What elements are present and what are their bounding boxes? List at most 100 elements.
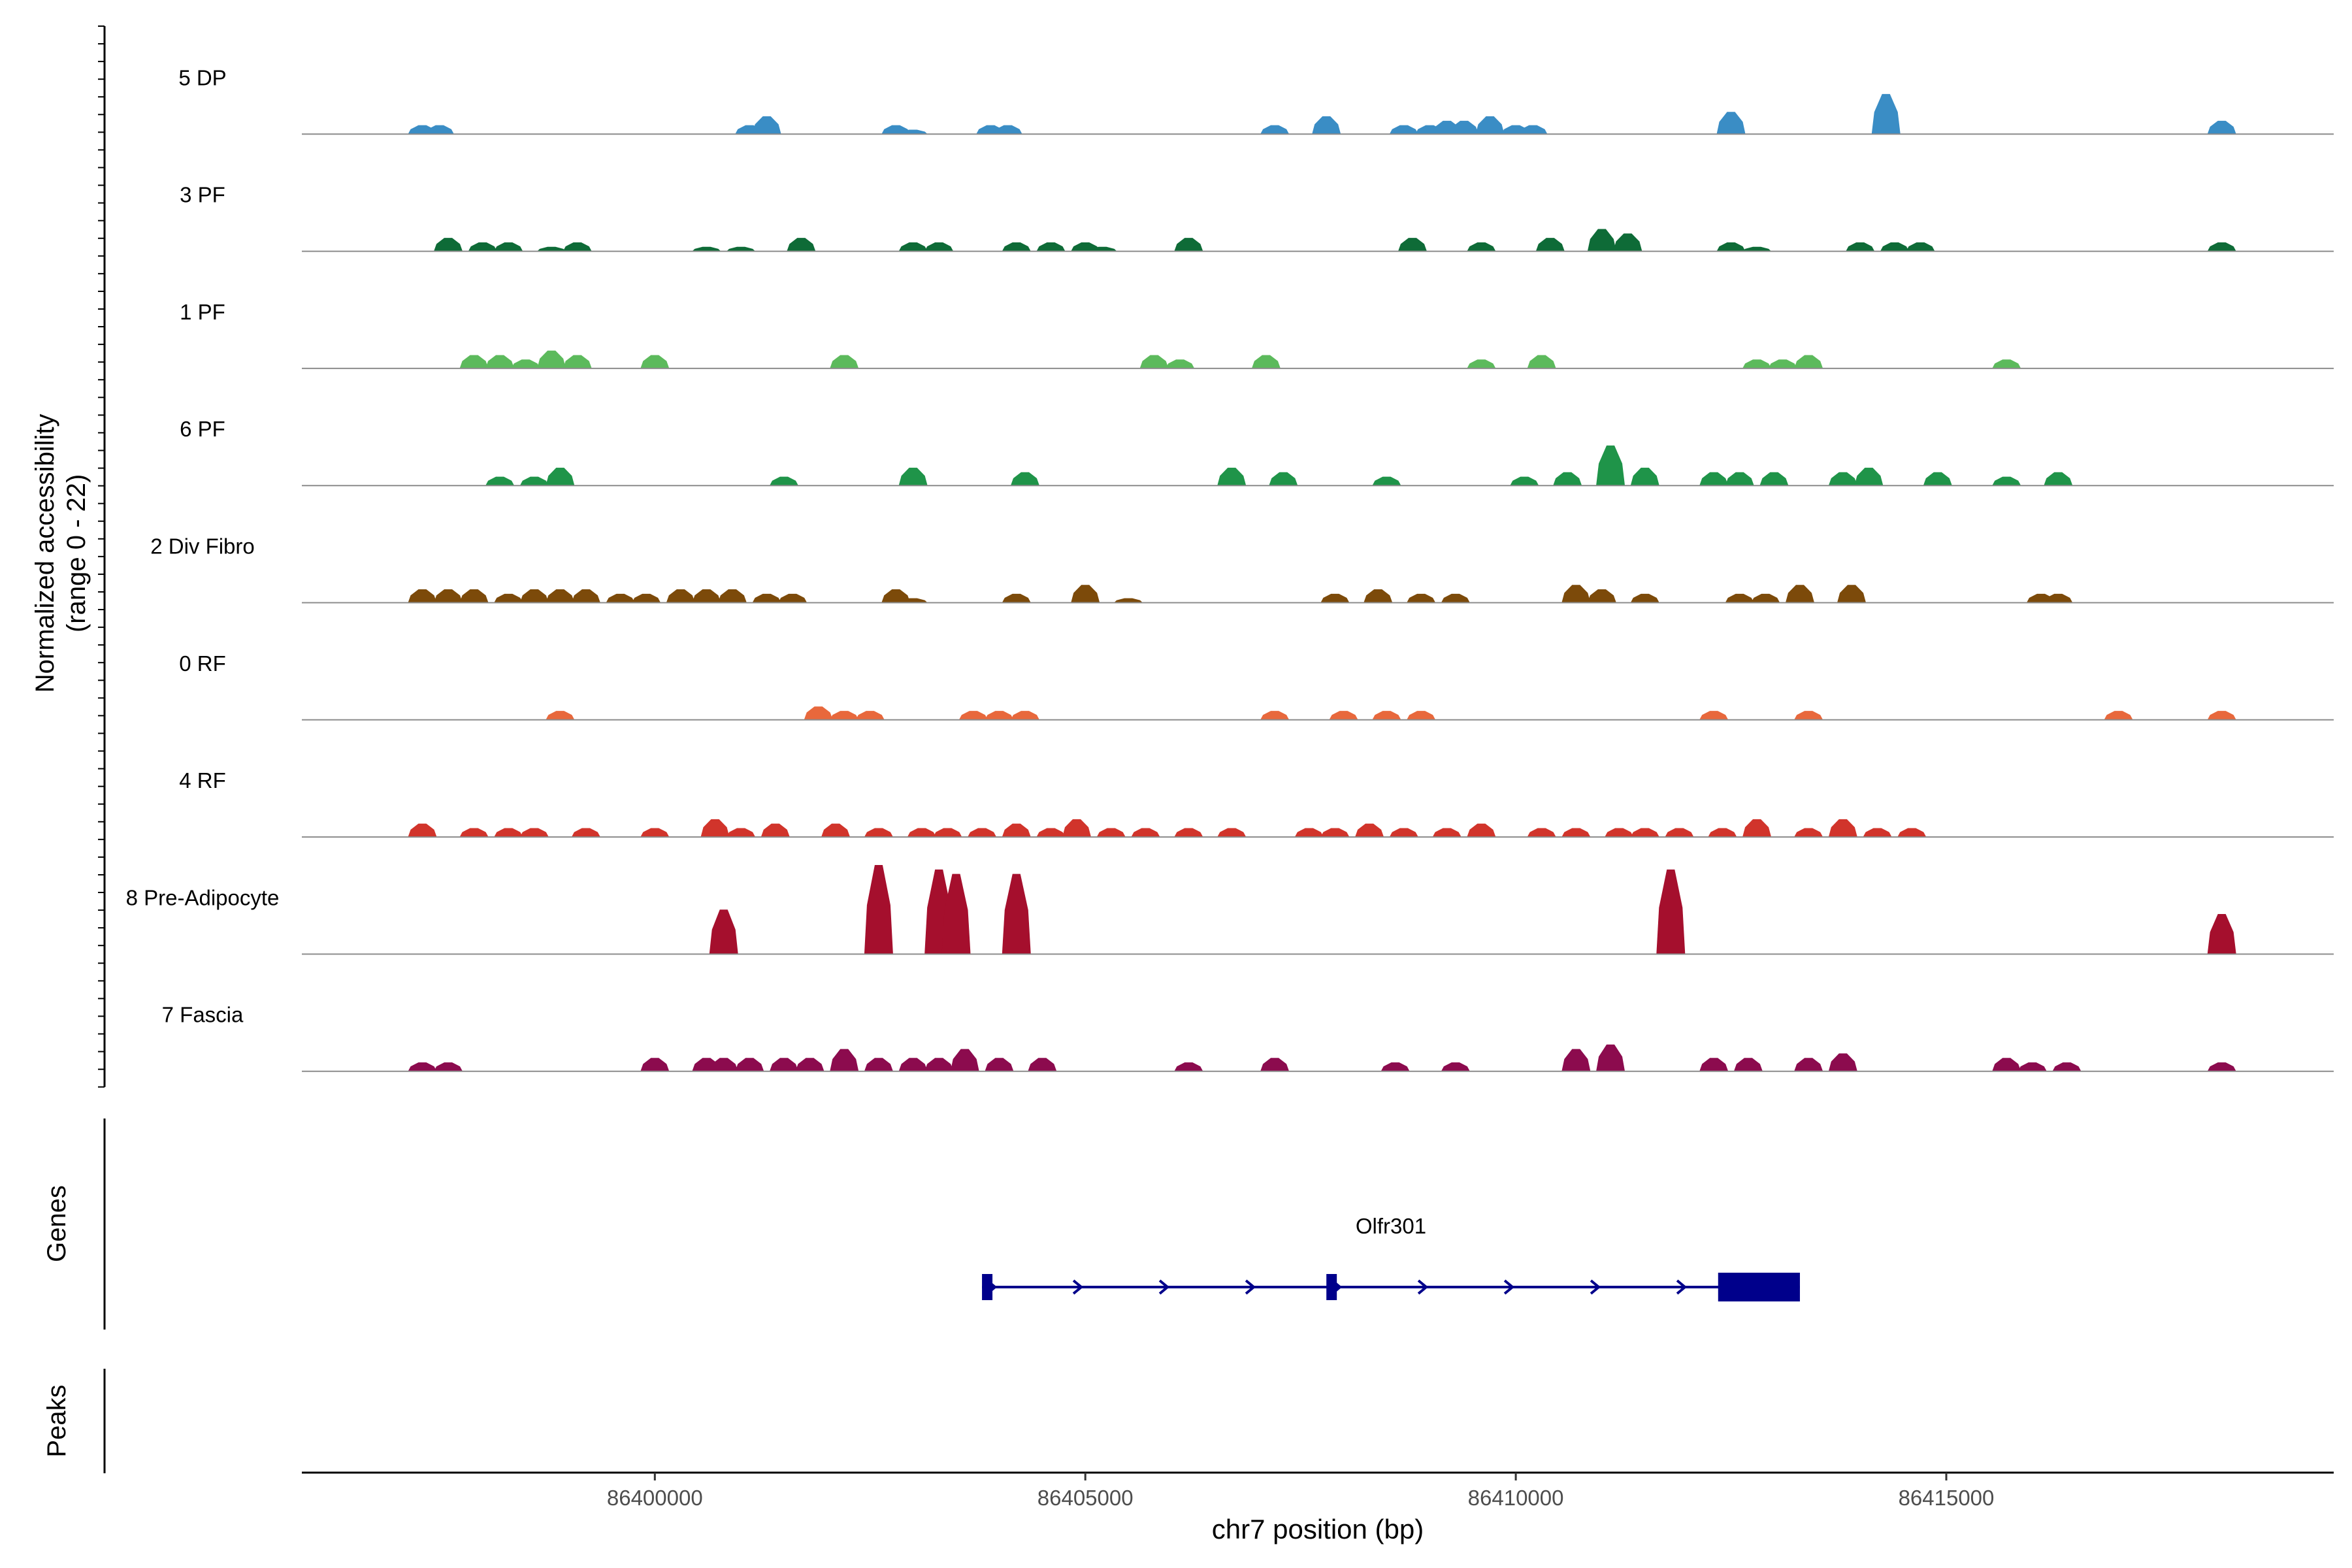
coverage-peak xyxy=(519,589,549,603)
gene-name-label: Olfr301 xyxy=(1356,1214,1426,1238)
coverage-peak xyxy=(898,1058,928,1071)
coverage-peak xyxy=(752,116,781,135)
coverage-peak xyxy=(1794,355,1823,368)
coverage-peak xyxy=(830,711,859,720)
coverage-peak xyxy=(546,467,575,486)
coverage-peak xyxy=(1527,355,1556,368)
coverage-peak xyxy=(2207,242,2236,252)
y-axis-label: Normalized accessibility (range 0 - 22) xyxy=(31,414,91,693)
coverage-peak xyxy=(2207,120,2236,135)
coverage-peak xyxy=(546,711,575,720)
coverage-peak xyxy=(700,819,730,838)
coverage-peak xyxy=(1630,593,1659,603)
coverage-peak xyxy=(1010,711,1039,720)
coverage-peak xyxy=(563,355,592,368)
gene-exon-2 xyxy=(1326,1274,1337,1300)
coverage-peak xyxy=(1665,828,1694,838)
coverage-peak xyxy=(1114,598,1143,603)
coverage-peak xyxy=(898,598,928,603)
track-label-8-pre-adipocyte: 8 Pre-Adipocyte xyxy=(126,885,280,909)
coverage-peak xyxy=(2207,914,2236,955)
coverage-peak xyxy=(1062,819,1092,838)
coverage-peak xyxy=(760,823,790,838)
track-label-1-pf: 1 PF xyxy=(180,300,225,324)
coverage-peak xyxy=(1992,1058,2021,1071)
track-label-6-pf: 6 PF xyxy=(180,417,225,441)
coverage-peak xyxy=(1260,1058,1290,1071)
y-axis-label-line2: (range 0 - 22) xyxy=(62,474,91,632)
coverage-peak xyxy=(1475,116,1505,135)
coverage-peak xyxy=(1553,472,1582,486)
coverage-peak xyxy=(1269,472,1298,486)
x-axis: 86400000 86405000 86410000 86415000 chr7 pos… xyxy=(302,1471,2334,1544)
coverage-peak xyxy=(985,1058,1014,1071)
coverage-peak xyxy=(1320,593,1350,603)
coverage-peak xyxy=(666,589,695,603)
coverage-peak xyxy=(1380,1062,1410,1071)
coverage-peak xyxy=(494,242,523,252)
coverage-peak xyxy=(1699,711,1729,720)
coverage-peak xyxy=(2207,1062,2236,1071)
coverage-peak xyxy=(1863,828,1892,838)
x-tick-label-86405000: 86405000 xyxy=(1037,1486,1134,1510)
coverage-peak xyxy=(606,593,635,603)
coverage-peak xyxy=(1010,472,1039,486)
coverage-peak xyxy=(1407,593,1436,603)
coverage-peak xyxy=(1794,828,1823,838)
coverage-peak xyxy=(2104,711,2133,720)
coverage-peak xyxy=(1355,823,1384,838)
coverage-peak xyxy=(864,828,893,838)
coverage-peak xyxy=(1088,246,1117,252)
coverage-peak xyxy=(1096,828,1126,838)
strand-arrow-icon xyxy=(1158,1279,1170,1295)
coverage-peak xyxy=(1768,359,1797,368)
coverage-peak xyxy=(1846,242,1875,252)
coverage-peak xyxy=(1174,828,1203,838)
coverage-peak xyxy=(1742,359,1772,368)
coverage-peak xyxy=(1561,585,1591,603)
accessibility-y-axis: Normalized accessibility (range 0 - 22) xyxy=(31,25,106,1088)
coverage-peak xyxy=(1716,242,1746,252)
coverage-peak xyxy=(1742,246,1772,252)
coverage-peak xyxy=(546,589,575,603)
coverage-peak xyxy=(640,828,670,838)
coverage-peak xyxy=(968,828,997,838)
coverage-peak xyxy=(519,828,549,838)
coverage-peak xyxy=(1166,359,1195,368)
coverage-peak xyxy=(1467,359,1496,368)
coverage-peak xyxy=(1535,238,1565,252)
coverage-peak xyxy=(1906,242,1935,252)
coverage-peak xyxy=(459,589,489,603)
coverage-peak xyxy=(1699,1058,1729,1071)
track-5-dp: 5 DP xyxy=(178,65,2334,135)
coverage-peak xyxy=(855,711,885,720)
track-3-pf: 3 PF xyxy=(180,183,2334,252)
coverage-peak xyxy=(692,589,721,603)
coverage-peak xyxy=(1467,823,1496,838)
coverage-peak xyxy=(1260,711,1290,720)
coverage-peak xyxy=(2044,472,2073,486)
track-6-pf: 6 PF xyxy=(180,417,2334,487)
strand-arrow-icon xyxy=(1676,1279,1688,1295)
coverage-peak xyxy=(1036,242,1066,252)
coverage-peak xyxy=(1002,593,1031,603)
track-label-5-dp: 5 DP xyxy=(178,65,226,90)
coverage-peak xyxy=(2207,711,2236,720)
coverage-peak xyxy=(494,828,523,838)
coverage-peak xyxy=(769,476,798,486)
coverage-peak xyxy=(1699,472,1729,486)
coverage-peak xyxy=(709,1058,738,1071)
coverage-peak xyxy=(511,359,540,368)
coverage-peak xyxy=(1372,476,1401,486)
track-1-pf: 1 PF xyxy=(180,300,2334,369)
coverage-peak xyxy=(1441,1062,1470,1071)
coverage-peak xyxy=(1002,242,1031,252)
coverage-peak xyxy=(830,1049,859,1071)
coverage-peak xyxy=(1389,828,1418,838)
strand-arrow-icon xyxy=(1245,1279,1256,1295)
coverage-peak xyxy=(1518,125,1548,135)
coverage-peak xyxy=(1432,828,1462,838)
coverage-peak xyxy=(950,1049,979,1071)
coverage-peak xyxy=(1992,359,2021,368)
coverage-peak xyxy=(1794,711,1823,720)
